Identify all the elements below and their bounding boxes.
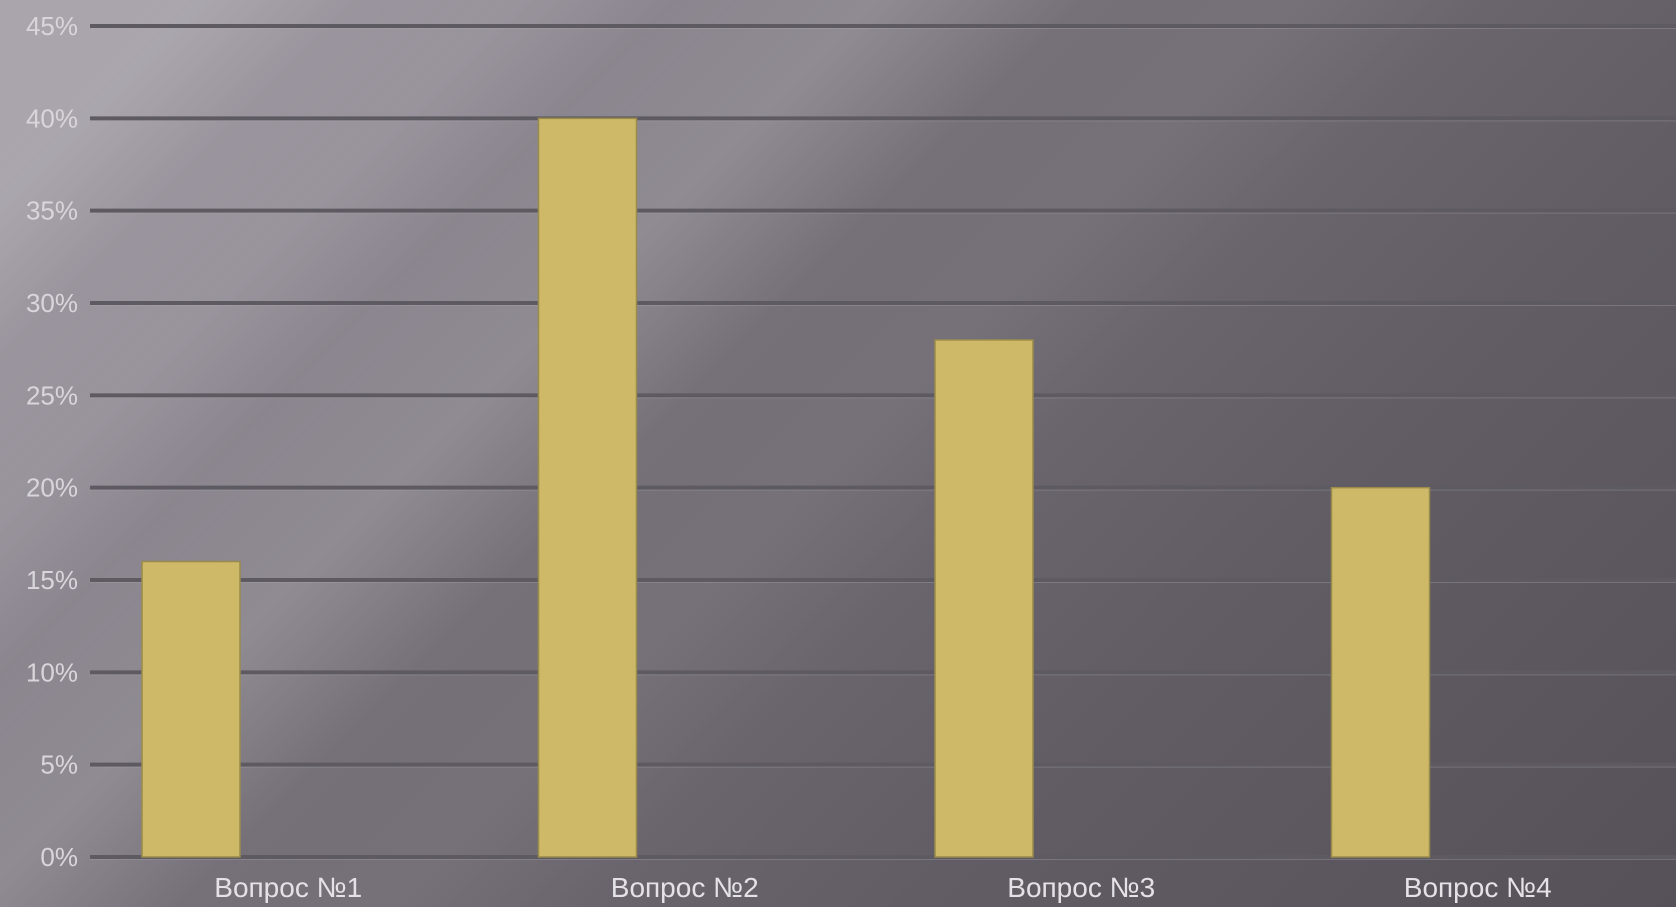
y-tick-label: 45% (26, 11, 78, 41)
x-category-label: Вопрос №2 (611, 872, 759, 903)
y-tick-label: 5% (40, 750, 78, 780)
bars-layer (141, 117, 1431, 858)
y-tick-label: 0% (40, 842, 78, 872)
bar-2 (537, 117, 638, 858)
y-tick-label: 35% (26, 196, 78, 226)
bar-1 (141, 560, 241, 858)
x-axis-categories: Вопрос №1 Вопрос №2 Вопрос №3 Вопрос №4 (214, 872, 1551, 903)
y-tick-label: 20% (26, 473, 78, 503)
y-tick-label: 40% (26, 103, 78, 133)
x-category-label: Вопрос №4 (1404, 872, 1552, 903)
x-category-label: Вопрос №1 (214, 872, 362, 903)
bar-4 (1330, 486, 1431, 858)
grid-layer (90, 24, 1676, 860)
x-category-label: Вопрос №3 (1007, 872, 1155, 903)
y-tick-label: 30% (26, 288, 78, 318)
y-axis-ticks: 0% 5% 10% 15% 20% 25% 30% 35% 40% 45% (26, 11, 78, 872)
y-tick-label: 15% (26, 565, 78, 595)
y-tick-label: 10% (26, 657, 78, 687)
bar-3 (934, 339, 1034, 858)
y-tick-label: 25% (26, 380, 78, 410)
